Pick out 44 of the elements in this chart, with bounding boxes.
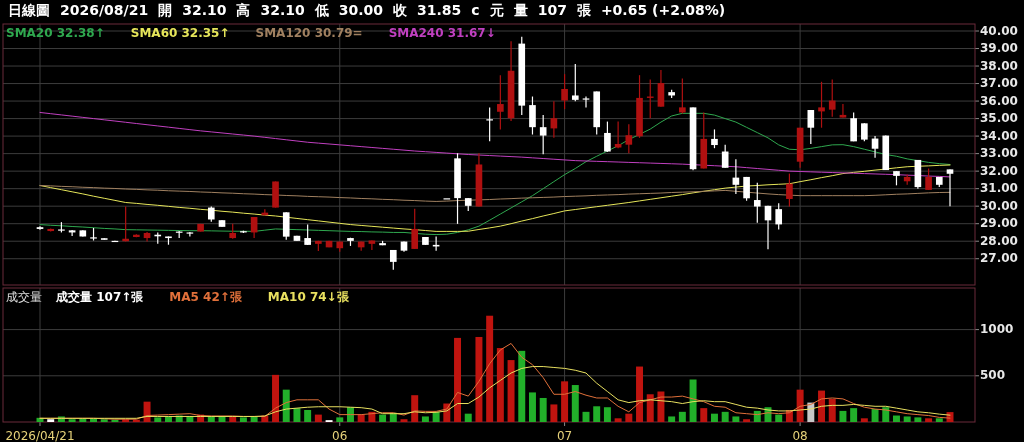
ytick: 36.00 [980,93,1018,108]
xtick: 08 [792,428,808,442]
legend: 成交量 107↑張 [56,289,144,304]
ytick: 27.00 [980,251,1018,266]
ytick: 38.00 [980,58,1018,73]
ytick: 40.00 [980,23,1018,38]
ytick: 35.00 [980,111,1018,126]
annotation: 32.10 [260,2,305,18]
ytick: 31.00 [980,181,1018,196]
ytick: 1000 [980,322,1014,337]
ytick: 29.00 [980,216,1018,231]
annotation: 元 [489,2,504,18]
legend: MA10 74↓張 [267,289,349,304]
annotation: 30.00 [338,2,384,18]
annotation: 日線圖 [8,2,50,18]
legend: SMA60 32.35↑ [130,25,230,40]
ytick: 39.00 [980,41,1018,55]
xtick: 07 [556,428,573,442]
annotation: 低 [314,2,329,18]
annotation: 收 [393,2,408,18]
ytick: 37.00 [980,76,1018,91]
ytick: 500 [980,368,1006,383]
ytick: 30.00 [980,198,1018,213]
annotation: 2026/08/21 [60,2,149,18]
legend: SMA240 31.67↓ [388,25,496,40]
annotation: 32.10 [182,2,227,18]
annotation: +0.65 (+2.08%) [600,2,726,18]
annotation: 高 [236,2,251,18]
ytick: 28.00 [980,233,1018,248]
legend: MA5 42↑張 [169,289,242,304]
annotation: c [471,2,480,18]
xtick: 06 [332,428,348,442]
ytick: 34.00 [980,128,1018,143]
legend: SMA20 32.38↑ [6,25,105,40]
title: 成交量 [6,289,42,304]
annotation: 31.85 [417,2,462,18]
ytick: 32.00 [980,163,1018,178]
ytick: 33.00 [980,146,1018,161]
annotation: 開 [158,2,173,18]
legend: SMA120 30.79= [255,25,363,40]
annotation: 張 [576,2,591,18]
annotation: 量 [513,2,528,18]
annotation: 107 [537,2,567,18]
xtick: 2026/04/21 [5,428,75,442]
